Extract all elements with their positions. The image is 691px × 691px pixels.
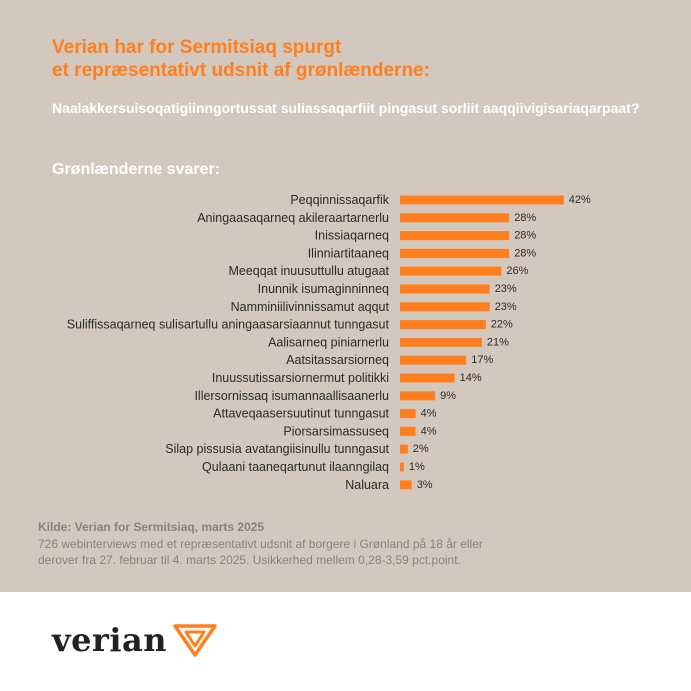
chart-subtitle: Grønlænderne svarer: bbox=[52, 161, 221, 178]
logo-wordmark: verian bbox=[52, 621, 167, 659]
value-label: 9% bbox=[440, 390, 456, 402]
value-label: 42% bbox=[569, 194, 591, 206]
bar bbox=[400, 444, 408, 454]
bar bbox=[400, 195, 564, 205]
category-label: Attaveqaasersuutinut tunngasut bbox=[213, 407, 389, 421]
bar bbox=[400, 266, 502, 276]
category-label: Piorsarsimassuseq bbox=[283, 424, 389, 438]
value-label: 28% bbox=[514, 212, 536, 224]
category-label: Inunnik isumaginninneq bbox=[258, 282, 389, 296]
category-label: Suliffissaqarneq sulisartullu aningaasar… bbox=[67, 318, 390, 332]
bar bbox=[400, 426, 416, 436]
value-label: 26% bbox=[506, 265, 528, 277]
value-label: 14% bbox=[460, 372, 482, 384]
value-label: 1% bbox=[409, 461, 425, 473]
bar bbox=[400, 409, 416, 419]
value-label: 21% bbox=[487, 336, 509, 348]
category-label: Meeqqat inuusuttullu atugaat bbox=[228, 264, 389, 278]
source-description: 726 webinterviews med et repræsentativt … bbox=[38, 536, 598, 568]
bar bbox=[400, 355, 467, 365]
category-label: Aatsitassarsiorneq bbox=[286, 353, 389, 367]
category-label: Qulaani taaneqartunut ilaanngilaq bbox=[202, 460, 389, 474]
verian-logo: verian bbox=[52, 620, 217, 660]
category-label: Peqqinnissaqarfik bbox=[290, 193, 389, 207]
bar bbox=[400, 248, 510, 258]
value-label: 4% bbox=[421, 408, 437, 420]
bar bbox=[400, 391, 436, 401]
title-line-1: Verian har for Sermitsiaq spurgt bbox=[52, 37, 342, 58]
category-label: Inuussutissarsiornermut politikki bbox=[212, 371, 389, 385]
category-label: Naluara bbox=[345, 478, 389, 492]
bar bbox=[400, 462, 404, 472]
bar bbox=[400, 480, 412, 490]
source-line-2: derover fra 27. februar til 4. marts 202… bbox=[38, 553, 461, 567]
survey-question: Naalakkersuisoqatigiinngortussat suliass… bbox=[52, 100, 640, 116]
category-label: Ilinniartitaaneq bbox=[308, 246, 389, 260]
title-line-2: et repræsentativt udsnit af grønlænderne… bbox=[52, 60, 430, 81]
value-label: 28% bbox=[514, 230, 536, 242]
bar bbox=[400, 231, 510, 241]
bar bbox=[400, 320, 486, 330]
source-title: Kilde: Verian for Sermitsiaq, marts 2025 bbox=[38, 520, 265, 534]
bar bbox=[400, 373, 455, 383]
category-label: Illersornissaq isumannaallisaanerlu bbox=[194, 389, 389, 403]
bar bbox=[400, 213, 510, 223]
bar bbox=[400, 302, 490, 312]
verian-logo-mark-icon bbox=[173, 624, 217, 657]
value-label: 4% bbox=[421, 425, 437, 437]
bar bbox=[400, 284, 490, 294]
value-label: 17% bbox=[471, 354, 493, 366]
category-label: Aalisarneq piniarnerlu bbox=[268, 335, 389, 349]
page-title: Verian har for Sermitsiaq spurgt et repr… bbox=[52, 36, 652, 82]
source-line-1: 726 webinterviews med et repræsentativt … bbox=[38, 537, 483, 551]
value-label: 22% bbox=[491, 319, 513, 331]
value-label: 28% bbox=[514, 247, 536, 259]
value-label: 23% bbox=[495, 283, 517, 295]
bar bbox=[400, 337, 482, 347]
value-label: 3% bbox=[417, 479, 433, 491]
category-label: Aningaasaqarneq akileraartarnerlu bbox=[197, 211, 389, 225]
value-label: 23% bbox=[495, 301, 517, 313]
value-label: 2% bbox=[413, 443, 429, 455]
category-label: Namminiilivinnissamut aqqut bbox=[231, 300, 390, 314]
category-label: Inissiaqarneq bbox=[315, 229, 389, 243]
chart-panel bbox=[0, 0, 691, 592]
bar-chart: Peqqinnissaqarfik 42% Aningaasaqarneq akil… bbox=[67, 193, 591, 492]
category-label: Silap pissusia avatangiisinullu tunngasu… bbox=[165, 442, 389, 456]
